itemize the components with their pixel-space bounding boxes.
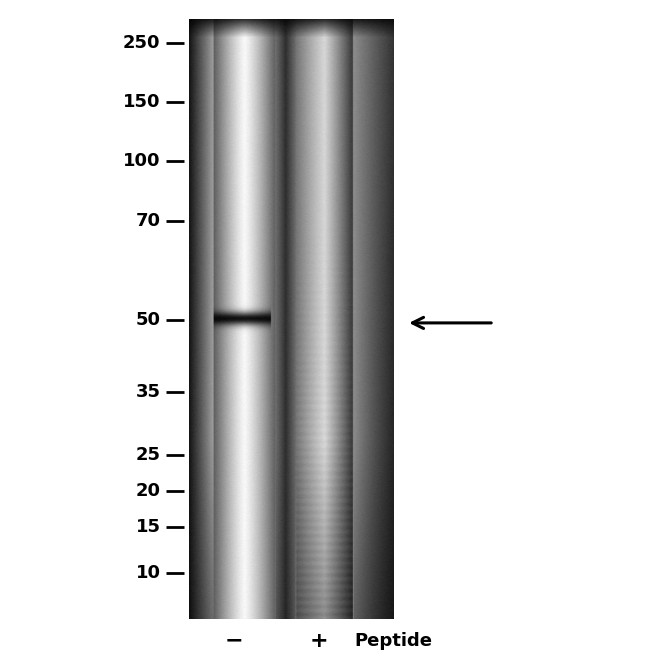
Text: 150: 150 [123, 93, 161, 111]
Text: 10: 10 [136, 564, 161, 583]
Text: 35: 35 [136, 383, 161, 401]
Text: 20: 20 [136, 482, 161, 500]
Text: 70: 70 [136, 212, 161, 230]
Text: 250: 250 [123, 34, 161, 52]
Text: 50: 50 [136, 310, 161, 329]
Text: 100: 100 [123, 152, 161, 171]
Text: 25: 25 [136, 445, 161, 464]
Text: 15: 15 [136, 518, 161, 536]
Text: +: + [309, 631, 328, 650]
Text: Peptide: Peptide [354, 631, 432, 650]
Text: −: − [225, 631, 243, 650]
